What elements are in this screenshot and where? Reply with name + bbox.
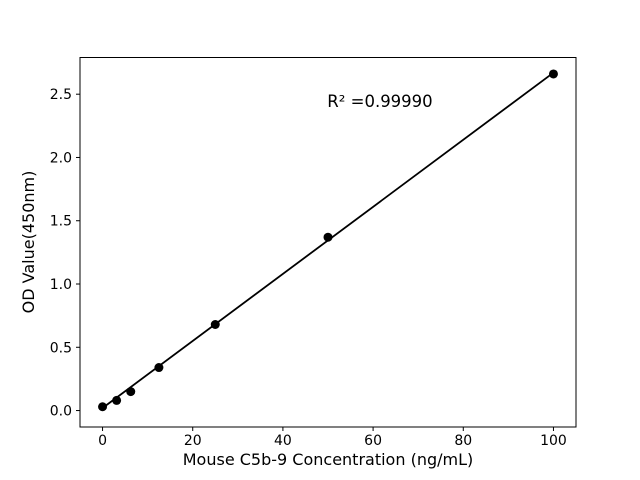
data-point xyxy=(323,232,333,242)
data-point xyxy=(210,320,220,330)
y-axis-tick-label: 2.0 xyxy=(50,150,72,166)
data-point xyxy=(126,387,136,397)
x-axis-label: Mouse C5b-9 Concentration (ng/mL) xyxy=(183,450,474,469)
x-axis-tick-label: 20 xyxy=(184,433,202,449)
x-axis-tick-label: 100 xyxy=(540,433,567,449)
x-axis-tick-label: 40 xyxy=(274,433,292,449)
data-point xyxy=(112,395,122,405)
y-axis-tick-label: 0.0 xyxy=(50,404,72,420)
x-axis-tick-label: 60 xyxy=(364,433,382,449)
y-axis-tick-label: 1.5 xyxy=(50,214,72,230)
x-axis-tick-label: 80 xyxy=(454,433,472,449)
y-axis-tick-label: 0.5 xyxy=(50,340,72,356)
x-axis-tick-label: 0 xyxy=(98,433,107,449)
y-axis-tick-label: 2.5 xyxy=(50,87,72,103)
y-axis-tick-label: 1.0 xyxy=(50,277,72,293)
y-axis-label: OD Value(450nm) xyxy=(19,171,38,314)
data-point xyxy=(548,69,558,79)
r-squared-annotation: R² =0.99990 xyxy=(327,92,432,111)
data-point xyxy=(98,402,108,412)
plot-area-group: 0 20 40 60 80 100 0.0 0.5 1.0 1.5 2.0 2.5 xyxy=(50,57,577,449)
data-point xyxy=(154,363,164,373)
plot-spines xyxy=(79,57,577,428)
